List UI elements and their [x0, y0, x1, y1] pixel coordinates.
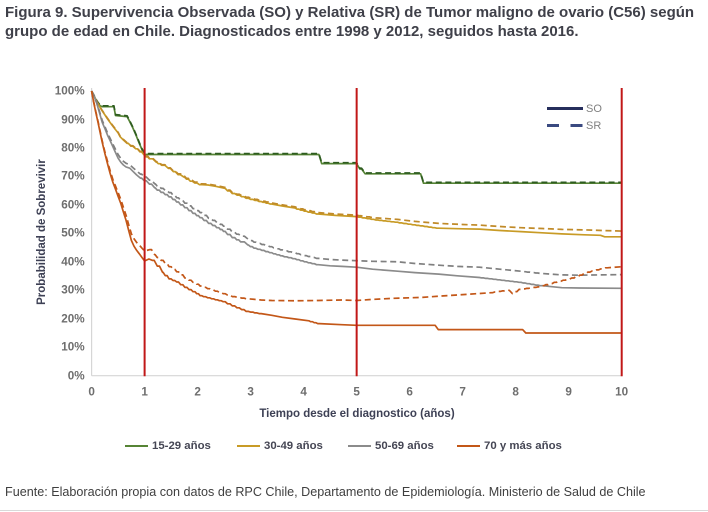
y-tick-30%: 30% — [61, 283, 85, 297]
y-tick-50%: 50% — [61, 226, 85, 240]
legend-color-swatch — [237, 444, 260, 448]
x-tick-3: 3 — [247, 385, 254, 399]
x-tick-1: 1 — [141, 385, 148, 399]
x-tick-0: 0 — [88, 385, 95, 399]
series-50-69-años-so — [90, 90, 622, 290]
age-group-legend-item: 50-69 años — [348, 440, 434, 452]
solid-line-swatch — [547, 107, 583, 110]
legend-label: 50-69 años — [375, 440, 434, 452]
x-tick-8: 8 — [512, 385, 519, 399]
legend-label: 70 y más años — [484, 440, 562, 452]
y-tick-10%: 10% — [61, 340, 85, 354]
legend-label: SR — [586, 119, 602, 132]
legend-color-swatch — [348, 444, 371, 448]
x-tick-5: 5 — [353, 385, 360, 399]
y-tick-0%: 0% — [67, 369, 85, 383]
age-group-legend-item: 30-49 años — [237, 440, 323, 452]
y-tick-40%: 40% — [61, 255, 85, 269]
x-tick-4: 4 — [300, 385, 307, 399]
y-tick-90%: 90% — [61, 113, 85, 126]
x-tick-10: 10 — [615, 385, 629, 399]
x-axis-title: Tiempo desde el diagnostico (años) — [259, 408, 455, 420]
legend-label: SO — [586, 102, 602, 115]
legend-item-sr: SR — [547, 117, 602, 134]
y-tick-70%: 70% — [61, 169, 85, 183]
legend-color-swatch — [125, 444, 148, 448]
source-note: Fuente: Elaboración propia con datos de … — [5, 485, 646, 499]
x-tick-9: 9 — [565, 385, 572, 399]
series-30-49-años-sr — [90, 90, 622, 232]
series-50-69-años-sr — [90, 90, 622, 277]
legend-color-swatch — [457, 444, 480, 448]
x-tick-7: 7 — [459, 385, 466, 399]
line-style-legend: SO SR — [547, 100, 602, 134]
y-tick-80%: 80% — [61, 141, 85, 155]
legend-label: 15-29 años — [152, 440, 211, 452]
x-tick-2: 2 — [194, 385, 201, 399]
age-group-legend-item: 70 y más años — [457, 440, 562, 452]
y-tick-20%: 20% — [61, 312, 85, 326]
y-tick-60%: 60% — [61, 198, 85, 212]
age-group-legend-item: 15-29 años — [125, 440, 211, 452]
figure-title: Figura 9. Supervivencia Observada (SO) y… — [5, 4, 695, 40]
dashed-line-swatch — [547, 124, 583, 127]
bottom-divider — [0, 510, 708, 511]
y-tick-100%: 100% — [54, 84, 85, 98]
series-70-y-más-años-so — [90, 90, 622, 334]
legend-label: 30-49 años — [264, 440, 323, 452]
x-tick-6: 6 — [406, 385, 413, 399]
legend-item-so: SO — [547, 100, 602, 117]
